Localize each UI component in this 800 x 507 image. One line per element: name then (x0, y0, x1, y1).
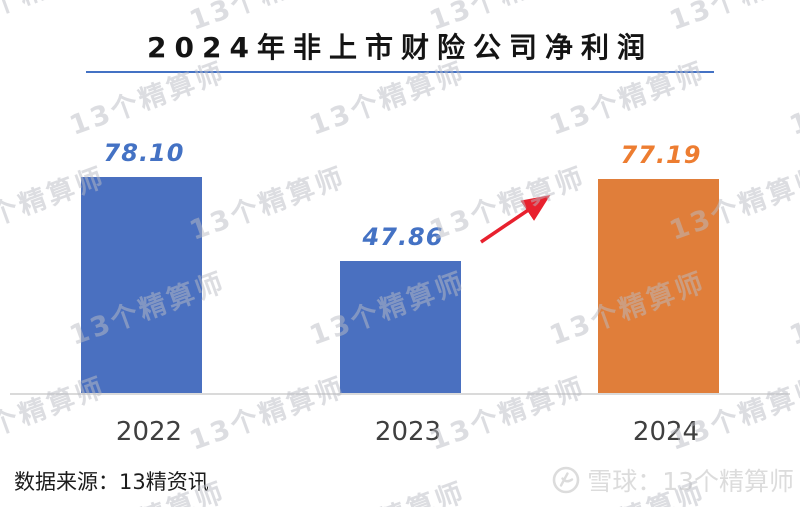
bar-2023 (339, 261, 461, 394)
value-label-2023: 47.86 (362, 223, 444, 251)
x-axis-label-2023: 2023 (374, 417, 442, 447)
watermark-text: 13个精算师 (185, 161, 350, 247)
data-source-text: 数据来源：13精资讯 (14, 470, 209, 494)
brand-text: 雪球：13个精算师 (587, 467, 794, 496)
x-axis-label-2024: 2024 (632, 417, 700, 447)
title-underline (86, 71, 714, 73)
value-label-2022: 78.10 (103, 139, 185, 167)
watermark-text: 13个精算师 (425, 161, 590, 247)
xueqiu-logo-icon (552, 466, 580, 494)
x-axis-line (10, 393, 790, 395)
watermark-text: 13个精算师 (185, 371, 350, 457)
watermark-text: 13个精算师 (785, 266, 800, 352)
value-label-2024: 77.19 (620, 141, 702, 169)
watermark-text: 13个精算师 (303, 470, 470, 507)
bar-2024 (597, 179, 719, 394)
brand-watermark: 雪球：13个精算师 (551, 462, 794, 498)
bar-2022 (80, 177, 202, 394)
x-axis-label-2022: 2022 (115, 417, 183, 447)
chart-title: 2024年非上市财险公司净利润 (147, 31, 653, 64)
